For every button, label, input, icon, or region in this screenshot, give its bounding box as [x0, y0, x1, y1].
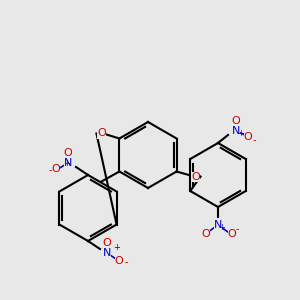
- Text: +: +: [113, 243, 120, 252]
- Text: -: -: [235, 224, 239, 234]
- Text: O: O: [115, 256, 123, 266]
- Text: N: N: [232, 126, 240, 136]
- Text: +: +: [219, 224, 225, 232]
- Text: O: O: [244, 132, 252, 142]
- Text: N: N: [214, 220, 222, 230]
- Text: O: O: [52, 164, 60, 174]
- Text: O: O: [103, 238, 111, 248]
- Text: O: O: [228, 229, 236, 239]
- Text: +: +: [63, 159, 70, 168]
- Text: O: O: [232, 116, 240, 126]
- Text: -: -: [252, 135, 256, 145]
- Text: N: N: [103, 248, 111, 258]
- Text: O: O: [64, 148, 72, 158]
- Text: N: N: [64, 158, 72, 168]
- Text: O: O: [191, 172, 200, 182]
- Text: -: -: [125, 257, 128, 267]
- Text: -: -: [49, 165, 52, 175]
- Text: O: O: [202, 229, 210, 239]
- Text: O: O: [97, 128, 106, 139]
- Text: +: +: [238, 130, 244, 139]
